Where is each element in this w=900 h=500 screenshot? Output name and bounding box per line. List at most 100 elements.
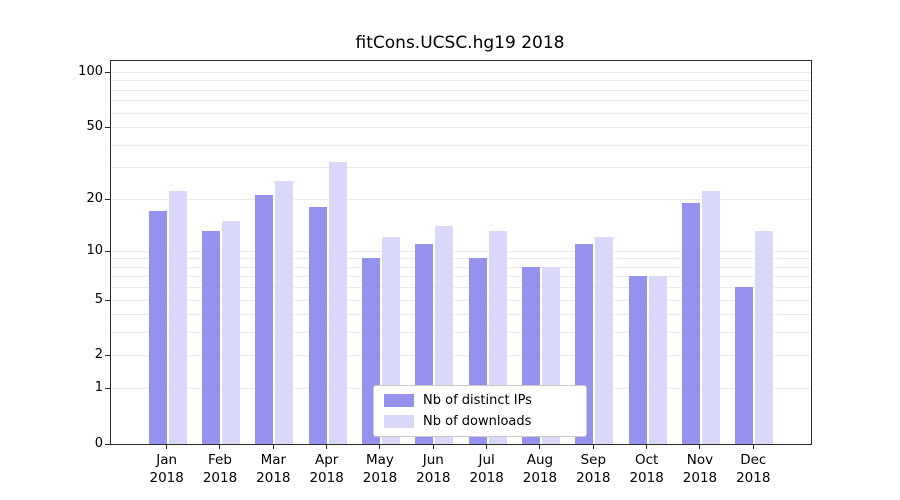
x-tick-month: Oct xyxy=(634,452,659,468)
x-tick-month: Aug xyxy=(526,452,554,468)
x-tick-month: Jul xyxy=(478,452,495,468)
chart-title: fitCons.UCSC.hg19 2018 xyxy=(355,33,565,53)
x-tick-year: 2018 xyxy=(576,470,611,487)
x-tick-year: 2018 xyxy=(309,470,344,487)
gridline xyxy=(111,144,811,146)
x-tick-mark xyxy=(539,444,541,449)
bar-group-jan xyxy=(141,191,194,444)
x-tick-label: Aug 2018 xyxy=(513,444,566,487)
legend: Nb of distinct IPs Nb of downloads xyxy=(373,385,587,437)
legend-swatch-distinct-ips xyxy=(384,394,414,407)
x-tick-label: Oct 2018 xyxy=(620,444,673,487)
bar xyxy=(328,162,347,444)
y-tick-label: 20 xyxy=(86,190,103,206)
gridline xyxy=(111,112,811,114)
gridline xyxy=(111,276,811,278)
bar xyxy=(755,231,774,444)
bar xyxy=(148,211,167,444)
bar-group-mar xyxy=(248,181,301,444)
x-tick-year: 2018 xyxy=(522,470,558,487)
gridline xyxy=(111,332,811,334)
x-tick-year: 2018 xyxy=(682,470,718,487)
bar-group-oct xyxy=(621,276,674,444)
x-tick-year: 2018 xyxy=(149,470,184,487)
y-tick-label: 5 xyxy=(94,291,103,307)
x-tick-month: Apr xyxy=(314,452,339,468)
x-tick-year: 2018 xyxy=(362,470,398,487)
x-tick-year: 2018 xyxy=(416,470,451,487)
legend-label-distinct-ips: Nb of distinct IPs xyxy=(423,393,532,408)
y-tick-label: 100 xyxy=(78,64,103,79)
y-tick-mark xyxy=(105,388,111,390)
y-tick-mark xyxy=(105,299,111,301)
x-tick-label: Mar 2018 xyxy=(247,444,300,487)
bar xyxy=(168,191,187,444)
gridline xyxy=(111,266,811,268)
gridline xyxy=(111,287,811,289)
gridline xyxy=(111,198,811,200)
x-tick-month: Mar xyxy=(260,452,287,468)
x-tick-label: Nov 2018 xyxy=(673,444,726,487)
bar xyxy=(308,206,327,444)
y-tick-mark xyxy=(105,444,111,445)
y-tick-label: 1 xyxy=(94,380,103,396)
legend-swatch-downloads xyxy=(384,415,414,428)
x-tick-mark xyxy=(486,444,488,449)
x-tick-year: 2018 xyxy=(629,470,664,487)
x-tick-mark xyxy=(592,444,594,449)
bar-group-nov xyxy=(674,191,727,444)
x-tick-year: 2018 xyxy=(469,470,504,487)
y-tick-label: 50 xyxy=(86,119,103,135)
x-tick-month: Jan xyxy=(156,452,178,468)
bar-group-apr xyxy=(301,162,354,444)
x-tick-mark xyxy=(166,444,168,449)
y-tick-label: 2 xyxy=(94,347,103,363)
bar xyxy=(701,191,720,444)
x-tick-mark xyxy=(379,444,381,449)
x-tick-month: Feb xyxy=(208,452,232,468)
gridline xyxy=(111,80,811,82)
bar xyxy=(275,181,294,444)
x-tick-month: Sep xyxy=(580,452,607,468)
x-tick-label: Sep 2018 xyxy=(567,444,620,487)
x-axis-labels: Jan 2018 Feb 2018 Mar 2018 Apr 2018 May 2018 Jun 20… xyxy=(110,444,810,487)
bar-group-feb xyxy=(194,220,247,444)
x-tick-label: Dec 2018 xyxy=(727,444,780,487)
y-tick-mark xyxy=(105,127,111,129)
bar xyxy=(735,287,754,444)
plot-area: Nb of distinct IPs Nb of downloads 0 1 2 5 1… xyxy=(78,60,812,451)
y-tick-mark xyxy=(105,198,111,200)
legend-item-downloads: Nb of downloads xyxy=(384,414,576,429)
x-tick-mark xyxy=(326,444,328,449)
gridline xyxy=(111,250,811,252)
y-tick-label: 10 xyxy=(86,242,103,258)
gridline xyxy=(111,167,811,169)
x-tick-mark xyxy=(752,444,754,449)
x-tick-label: Jan 2018 xyxy=(140,444,193,487)
gridline xyxy=(111,258,811,260)
x-tick-label: May 2018 xyxy=(353,444,406,487)
bar xyxy=(221,220,240,444)
x-tick-label: Apr 2018 xyxy=(300,444,353,487)
y-tick-mark xyxy=(105,72,111,73)
y-tick-mark xyxy=(105,355,111,357)
x-tick-mark xyxy=(699,444,701,449)
x-tick-month: Dec xyxy=(740,452,767,468)
x-tick-mark xyxy=(219,444,221,449)
bar xyxy=(255,194,274,444)
bar xyxy=(201,231,220,444)
gridline xyxy=(111,299,811,301)
bar xyxy=(628,276,647,444)
x-tick-mark xyxy=(646,444,648,449)
x-tick-year: 2018 xyxy=(736,470,771,487)
x-tick-label: Jul 2018 xyxy=(460,444,513,487)
x-tick-month: May xyxy=(366,452,394,468)
bar xyxy=(648,276,667,444)
bar-group-dec xyxy=(728,231,781,444)
y-tick-label: 0 xyxy=(94,436,103,451)
gridline xyxy=(111,127,811,129)
gridline xyxy=(111,72,811,73)
x-tick-mark xyxy=(432,444,434,449)
x-tick-month: Nov xyxy=(686,452,714,468)
